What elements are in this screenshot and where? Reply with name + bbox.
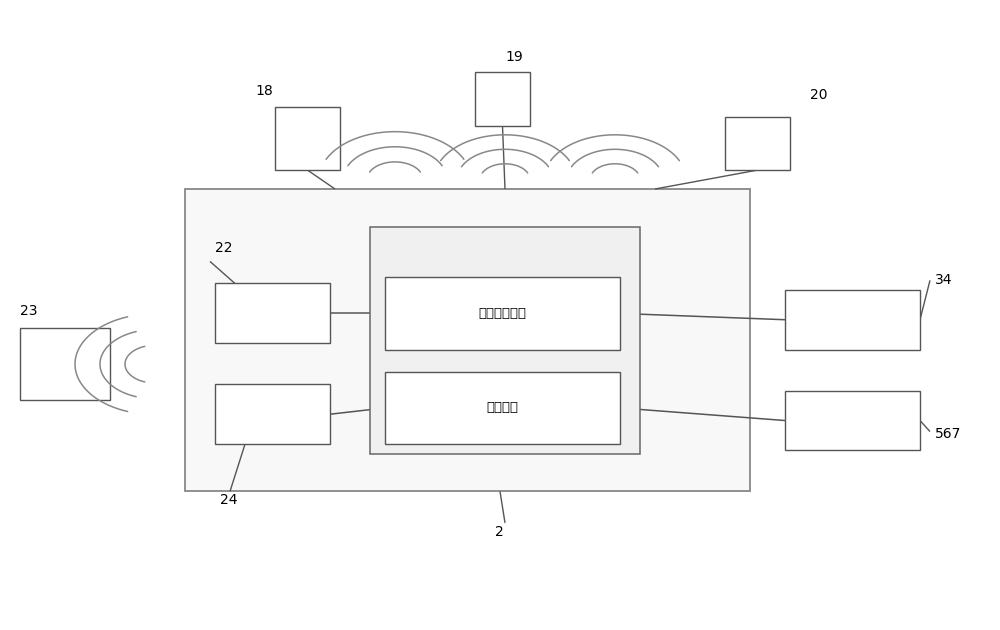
Bar — [385, 277, 620, 350]
Text: 信号处理系统: 信号处理系统 — [478, 307, 526, 320]
Bar — [275, 107, 340, 170]
Text: 控制系统: 控制系统 — [486, 401, 518, 415]
Bar — [785, 290, 920, 350]
Bar — [370, 227, 640, 454]
Text: 19: 19 — [505, 50, 523, 64]
Text: 18: 18 — [255, 84, 273, 98]
Text: 2: 2 — [495, 525, 504, 539]
Text: 23: 23 — [20, 304, 38, 318]
Bar — [215, 284, 330, 343]
Text: 567: 567 — [935, 427, 961, 441]
Text: 24: 24 — [220, 493, 238, 507]
Text: 22: 22 — [215, 241, 232, 255]
Bar — [475, 72, 530, 126]
Bar — [385, 372, 620, 444]
Bar — [725, 117, 790, 170]
Bar — [785, 391, 920, 450]
Bar — [185, 189, 750, 491]
Text: 34: 34 — [935, 273, 952, 287]
Bar — [215, 384, 330, 444]
Text: 20: 20 — [810, 88, 828, 102]
Bar — [20, 328, 110, 400]
